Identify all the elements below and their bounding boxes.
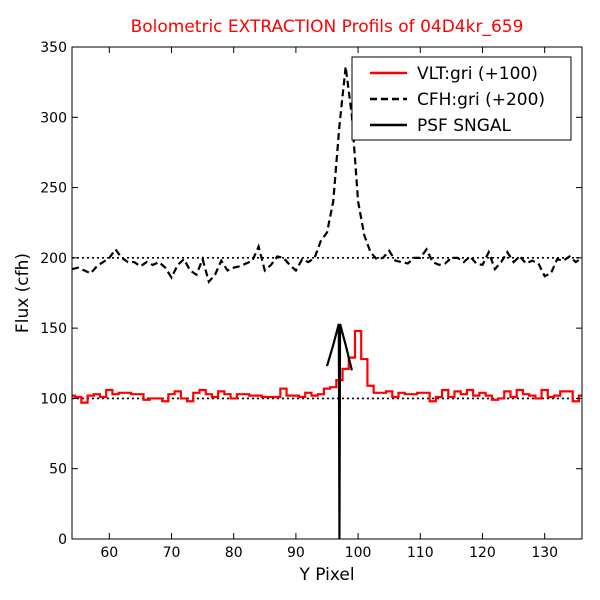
y-tick-label: 50 [49,462,67,478]
x-tick-label: 60 [100,545,118,561]
y-tick-label: 200 [40,251,67,267]
plot-inner [72,66,582,539]
x-tick-label: 130 [531,545,558,561]
x-tick-label: 90 [287,545,305,561]
y-axis-label: Flux (cfh) [13,253,33,333]
y-tick-label: 350 [40,40,67,56]
y-tick-label: 0 [58,532,67,548]
legend-label-1: CFH:gri (+200) [417,90,545,110]
y-tick-label: 150 [40,321,67,337]
x-tick-label: 110 [407,545,434,561]
x-tick-label: 100 [345,545,372,561]
legend-label-2: PSF SNGAL [417,116,512,136]
legend: VLT:gri (+100) CFH:gri (+200) PSF SNGAL [351,56,572,141]
series-line-0 [72,329,582,404]
x-axis: 60 70 80 90 100 110 120 130 [100,47,558,561]
series-line-2 [325,323,353,539]
x-tick-label: 70 [163,545,181,561]
y-tick-label: 250 [40,181,67,197]
x-tick-label: 120 [469,545,496,561]
y-tick-label: 100 [40,391,67,407]
series-line-1 [72,66,582,284]
legend-label-0: VLT:gri (+100) [417,64,538,84]
y-tick-label: 300 [40,110,67,126]
y-axis: 0 50 100 150 200 250 300 350 [40,40,582,548]
chart-title: Bolometric EXTRACTION Profils of 04D4kr_… [131,17,524,37]
x-axis-label: Y Pixel [298,565,354,585]
plot-area [71,46,583,540]
plot-frame [71,46,583,540]
x-tick-label: 80 [225,545,243,561]
